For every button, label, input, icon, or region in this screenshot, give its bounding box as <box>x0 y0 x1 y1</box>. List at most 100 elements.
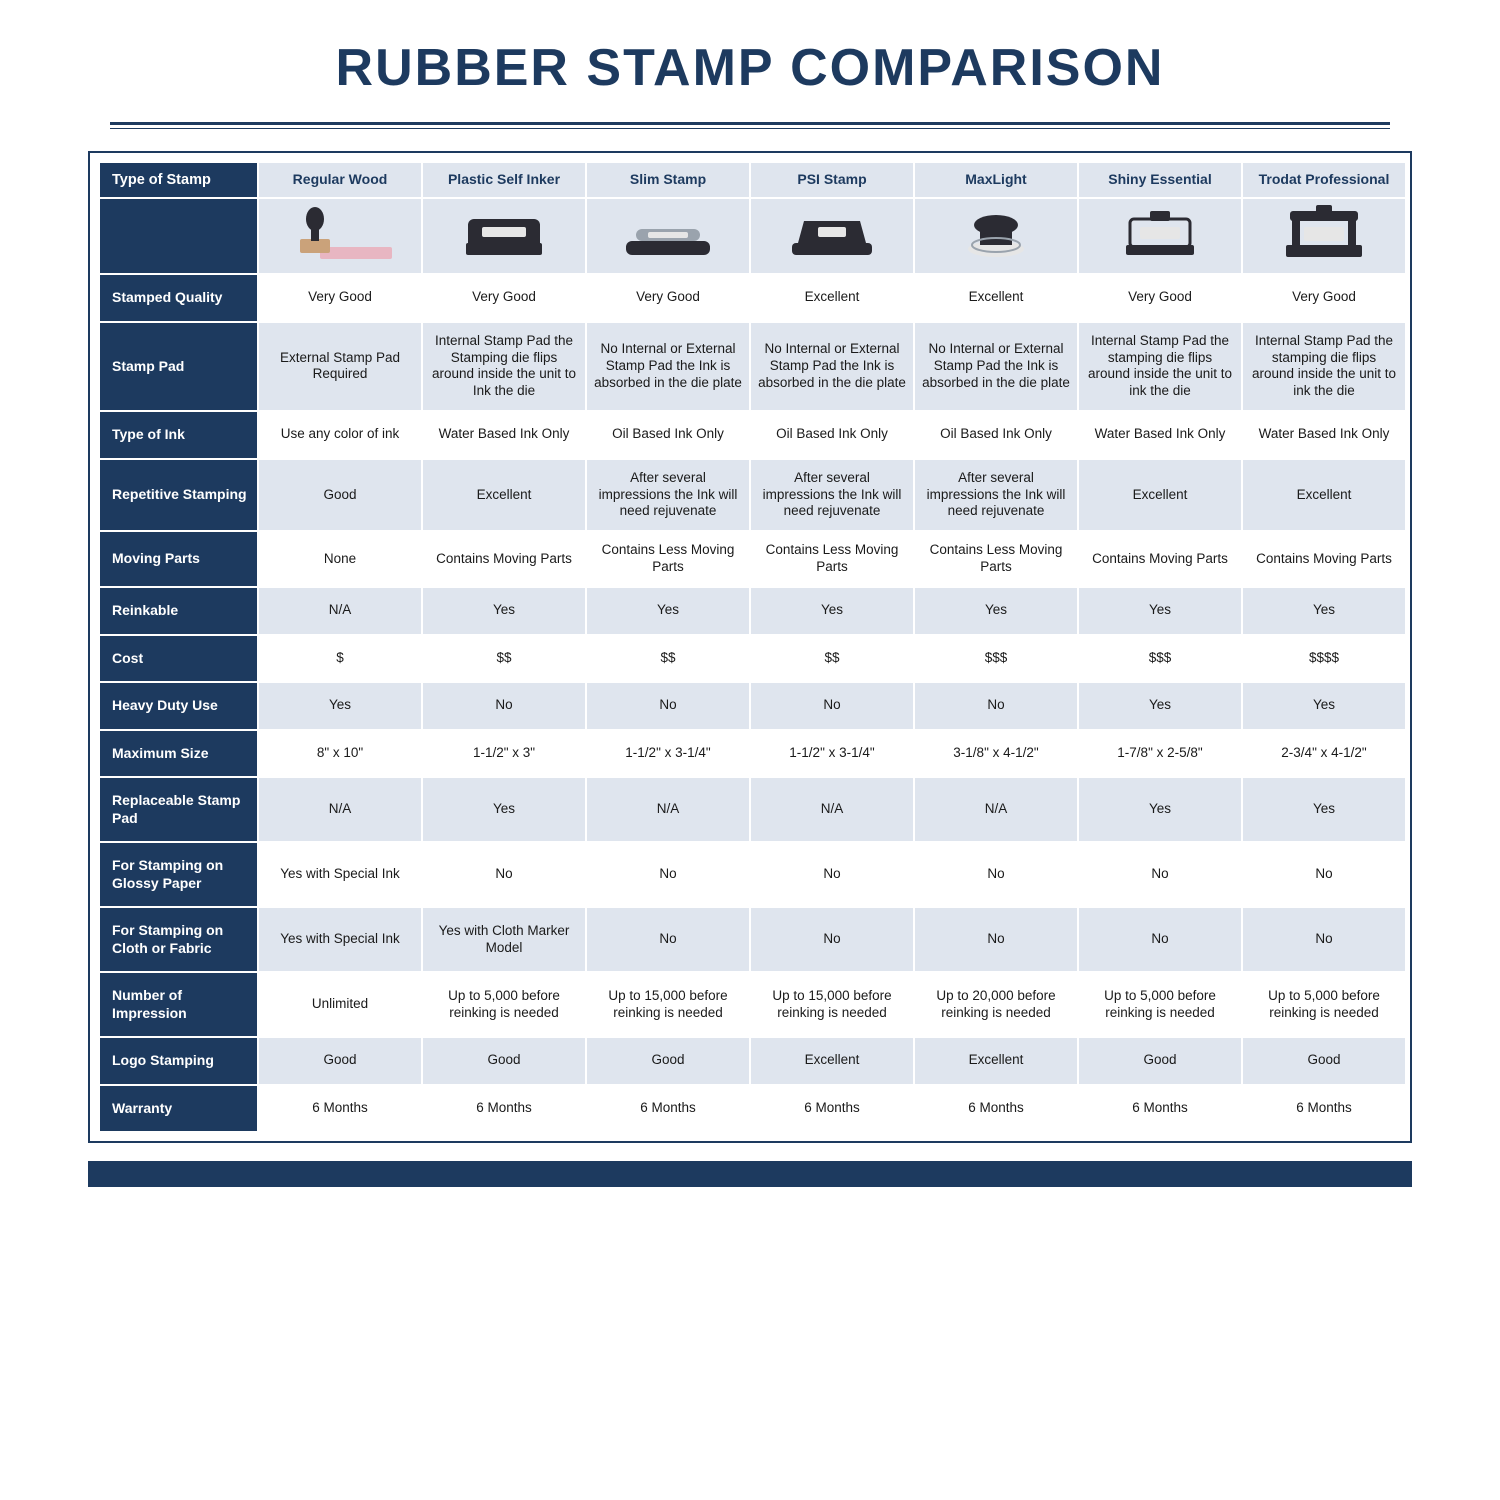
comparison-table-wrap: Type of Stamp Regular WoodPlastic Self I… <box>88 151 1412 1143</box>
col-header-label: Plastic Self Inker <box>448 171 560 187</box>
table-cell: Yes <box>750 587 914 635</box>
row-header: Stamp Pad <box>100 322 258 412</box>
cell-value: After several impressions the Ink will n… <box>763 470 902 519</box>
cell-value: Up to 5,000 before reinking is needed <box>1104 988 1216 1020</box>
table-cell: No Internal or External Stamp Pad the In… <box>586 322 750 412</box>
table-cell: N/A <box>914 777 1078 842</box>
table-row: Cost$$$$$$$$$$$$$$$$$ <box>100 635 1406 683</box>
cell-value: Good <box>487 1052 520 1067</box>
cell-value: No <box>659 866 676 881</box>
table-row: Stamped QualityVery GoodVery GoodVery Go… <box>100 274 1406 322</box>
table-cell: Excellent <box>750 274 914 322</box>
row-header-label: Stamp Pad <box>112 358 184 374</box>
cell-value: 2-3/4" x 4-1/2" <box>1281 745 1366 760</box>
table-cell: Up to 5,000 before reinking is needed <box>1242 972 1406 1037</box>
stamp-image-cell <box>586 198 750 274</box>
trodat-professional-icon <box>1264 205 1384 263</box>
cell-value: Yes <box>1313 801 1335 816</box>
cell-value: Up to 5,000 before reinking is needed <box>448 988 560 1020</box>
page: RUBBER STAMP COMPARISON Type of Stamp Re… <box>0 0 1500 1217</box>
row-header: Stamped Quality <box>100 274 258 322</box>
table-cell: After several impressions the Ink will n… <box>586 459 750 532</box>
row-header: For Stamping on Cloth or Fabric <box>100 907 258 972</box>
cell-value: Contains Less Moving Parts <box>930 542 1063 574</box>
cell-value: External Stamp Pad Required <box>280 350 400 382</box>
cell-value: 6 Months <box>804 1100 860 1115</box>
row-header: Type of Ink <box>100 411 258 459</box>
cell-value: No <box>1315 931 1332 946</box>
table-cell: Good <box>1078 1037 1242 1085</box>
cell-value: Good <box>323 487 356 502</box>
table-cell: Use any color of ink <box>258 411 422 459</box>
cell-value: No <box>823 697 840 712</box>
table-cell: Yes <box>1078 587 1242 635</box>
cell-value: After several impressions the Ink will n… <box>599 470 738 519</box>
row-header-label: Moving Parts <box>112 550 200 566</box>
table-cell: Yes with Special Ink <box>258 907 422 972</box>
table-cell: Oil Based Ink Only <box>750 411 914 459</box>
table-row: Logo StampingGoodGoodGoodExcellentExcell… <box>100 1037 1406 1085</box>
cell-value: Yes <box>1149 602 1171 617</box>
row-header-label: Heavy Duty Use <box>112 697 218 713</box>
table-cell: Water Based Ink Only <box>422 411 586 459</box>
col-header-label: MaxLight <box>965 171 1026 187</box>
table-cell: Internal Stamp Pad the stamping die flip… <box>1078 322 1242 412</box>
cell-value: None <box>324 551 356 566</box>
row-header-label: Number of Impression <box>112 987 187 1021</box>
row-header-label: Stamped Quality <box>112 289 222 305</box>
table-cell: N/A <box>258 587 422 635</box>
stamp-image-cell <box>258 198 422 274</box>
cell-value: Use any color of ink <box>281 426 400 441</box>
table-cell: No <box>914 682 1078 730</box>
cell-value: Oil Based Ink Only <box>612 426 724 441</box>
table-cell: Yes <box>1078 777 1242 842</box>
cell-value: No <box>495 697 512 712</box>
table-cell: Contains Less Moving Parts <box>586 531 750 587</box>
table-cell: Yes <box>422 777 586 842</box>
table-cell: None <box>258 531 422 587</box>
cell-value: Oil Based Ink Only <box>776 426 888 441</box>
table-cell: Yes <box>1242 587 1406 635</box>
col-header: Trodat Professional <box>1242 163 1406 198</box>
title-wrap: RUBBER STAMP COMPARISON <box>0 0 1500 112</box>
shiny-essential-icon <box>1100 205 1220 263</box>
cell-value: Contains Less Moving Parts <box>766 542 899 574</box>
table-cell: Unlimited <box>258 972 422 1037</box>
cell-value: No Internal or External Stamp Pad the In… <box>758 341 906 390</box>
table-cell: Yes with Cloth Marker Model <box>422 907 586 972</box>
cell-value: No Internal or External Stamp Pad the In… <box>922 341 1070 390</box>
table-cell: Oil Based Ink Only <box>586 411 750 459</box>
slim-stamp-icon <box>608 205 728 263</box>
row-header-label: Repetitive Stamping <box>112 486 247 502</box>
cell-value: 6 Months <box>968 1100 1024 1115</box>
table-cell: $$$ <box>914 635 1078 683</box>
stamp-image-cell <box>750 198 914 274</box>
cell-value: Very Good <box>636 289 700 304</box>
table-row: Moving Parts None Contains Moving Parts Con… <box>100 531 1406 587</box>
cell-value: Yes <box>1313 602 1335 617</box>
table-cell: Water Based Ink Only <box>1078 411 1242 459</box>
cell-value: N/A <box>985 801 1008 816</box>
cell-value: Yes <box>985 602 1007 617</box>
table-cell: 3-1/8" x 4-1/2" <box>914 730 1078 778</box>
cell-value: After several impressions the Ink will n… <box>927 470 1066 519</box>
cell-value: Good <box>1143 1052 1176 1067</box>
row-header-label: Reinkable <box>112 602 178 618</box>
cell-value: Yes with Cloth Marker Model <box>439 923 570 955</box>
table-cell: Internal Stamp Pad the Stamping die flip… <box>422 322 586 412</box>
cell-value: Up to 15,000 before reinking is needed <box>608 988 727 1020</box>
table-cell: 6 Months <box>750 1085 914 1133</box>
cell-value: Contains Moving Parts <box>436 551 572 566</box>
col-header-label: Trodat Professional <box>1259 171 1390 187</box>
table-cell: No Internal or External Stamp Pad the In… <box>914 322 1078 412</box>
table-cell: Up to 20,000 before reinking is needed <box>914 972 1078 1037</box>
cell-value: N/A <box>657 801 680 816</box>
table-row: Type of Ink Use any color of ink Water Bas… <box>100 411 1406 459</box>
col-header-label: Slim Stamp <box>630 171 706 187</box>
cell-value: N/A <box>329 602 352 617</box>
table-cell: Very Good <box>258 274 422 322</box>
table-cell: $ <box>258 635 422 683</box>
table-row: Replaceable Stamp PadN/AYesN/AN/AN/AYesY… <box>100 777 1406 842</box>
col-header: PSI Stamp <box>750 163 914 198</box>
row-header: Reinkable <box>100 587 258 635</box>
